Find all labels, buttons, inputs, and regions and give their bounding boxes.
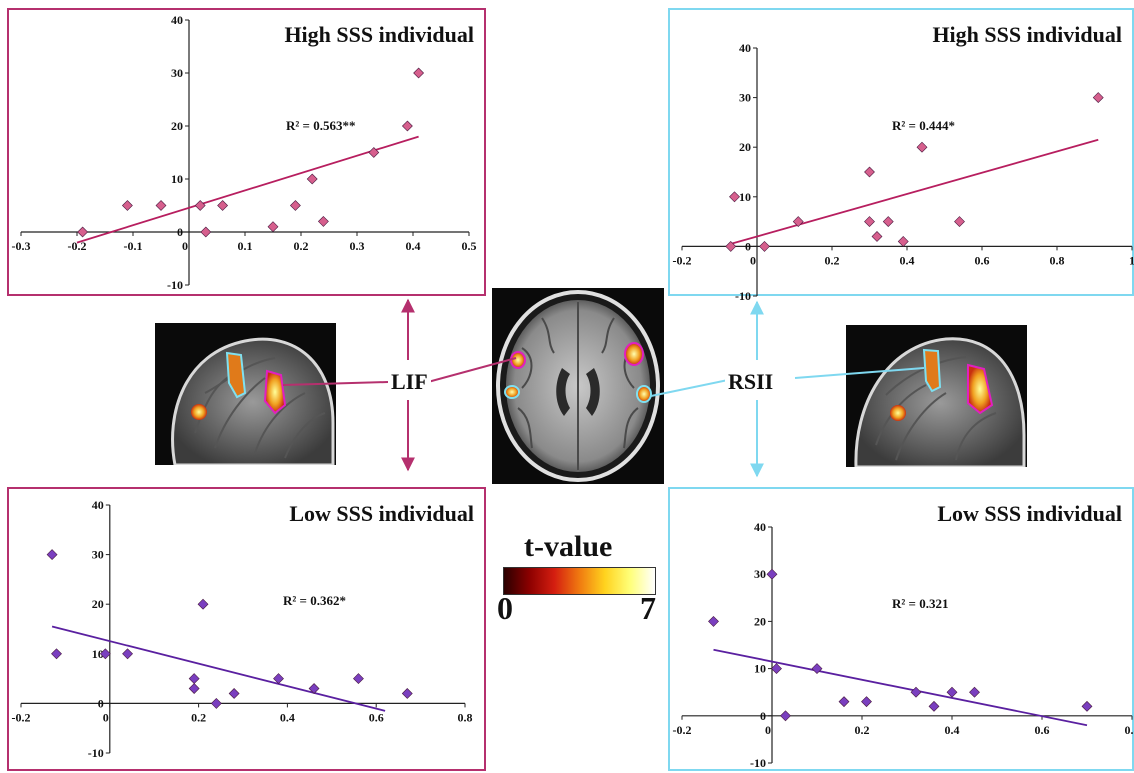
- rsii-to-sagittal-line: [795, 368, 924, 378]
- colorbar-title: t-value: [524, 530, 612, 564]
- rsii-to-axial-line: [651, 380, 728, 396]
- lif-to-axial-line: [428, 358, 516, 382]
- rsii-label: RSII: [725, 369, 776, 395]
- lif-label: LIF: [388, 369, 431, 395]
- colorbar-max-label: 7: [640, 590, 656, 627]
- colorbar: [503, 567, 656, 595]
- lif-to-sagittal-line: [283, 382, 388, 385]
- colorbar-min-label: 0: [497, 590, 513, 627]
